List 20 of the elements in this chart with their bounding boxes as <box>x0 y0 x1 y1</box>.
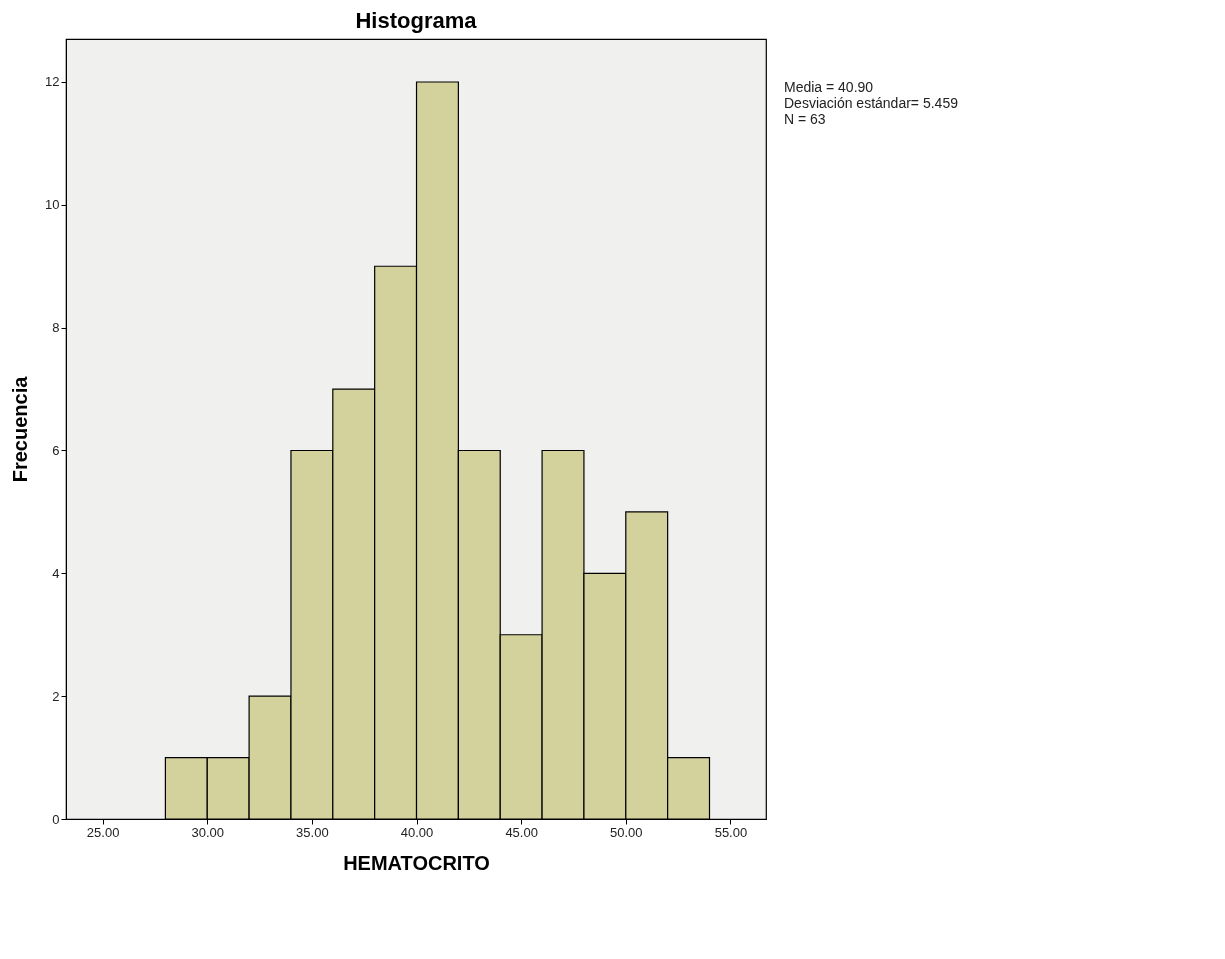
y-tick-label: 6 <box>52 443 60 458</box>
y-tick-label: 2 <box>52 688 60 704</box>
y-tick-label: 10 <box>45 197 60 213</box>
y-tick-label: 12 <box>45 74 60 90</box>
y-tick-label: 4 <box>52 565 60 581</box>
x-tick-label: 30.00 <box>191 824 225 840</box>
x-tick-label: 40.00 <box>400 824 434 840</box>
x-tick-label: 45.00 <box>505 824 538 840</box>
text: N = 63 <box>784 111 826 127</box>
x-axis-title: HEMATOCRITO <box>343 851 490 874</box>
y-tick-label: 8 <box>52 320 60 336</box>
x-tick-label: 35.00 <box>296 824 329 840</box>
x-tick-label: 55.00 <box>714 824 748 840</box>
text: Media = 40.90 <box>784 79 874 95</box>
x-tick-label: 50.00 <box>610 824 643 840</box>
chart-title: Histograma <box>355 8 478 33</box>
y-tick-label: 0 <box>52 811 60 827</box>
x-tick-label: 25.00 <box>86 824 120 840</box>
y-axis-title: Frecuencia <box>9 375 32 483</box>
text: Desviación estándar= 5.459 <box>784 95 959 111</box>
